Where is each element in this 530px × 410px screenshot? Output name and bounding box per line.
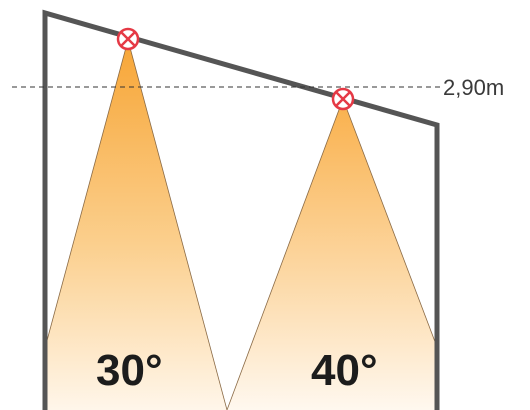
beam-angle-label-2: 40° [311, 346, 378, 395]
downlight-symbol-icon [116, 27, 140, 51]
downlight-symbol-icon [331, 87, 355, 111]
room-outline [42, 9, 440, 410]
beam-edges [44, 39, 438, 410]
light-beam-1 [45, 40, 227, 410]
light-beam-2 [227, 99, 437, 410]
beam-angle-label-1: 30° [96, 346, 163, 395]
ceiling-height-label: 2,90m [443, 75, 504, 100]
